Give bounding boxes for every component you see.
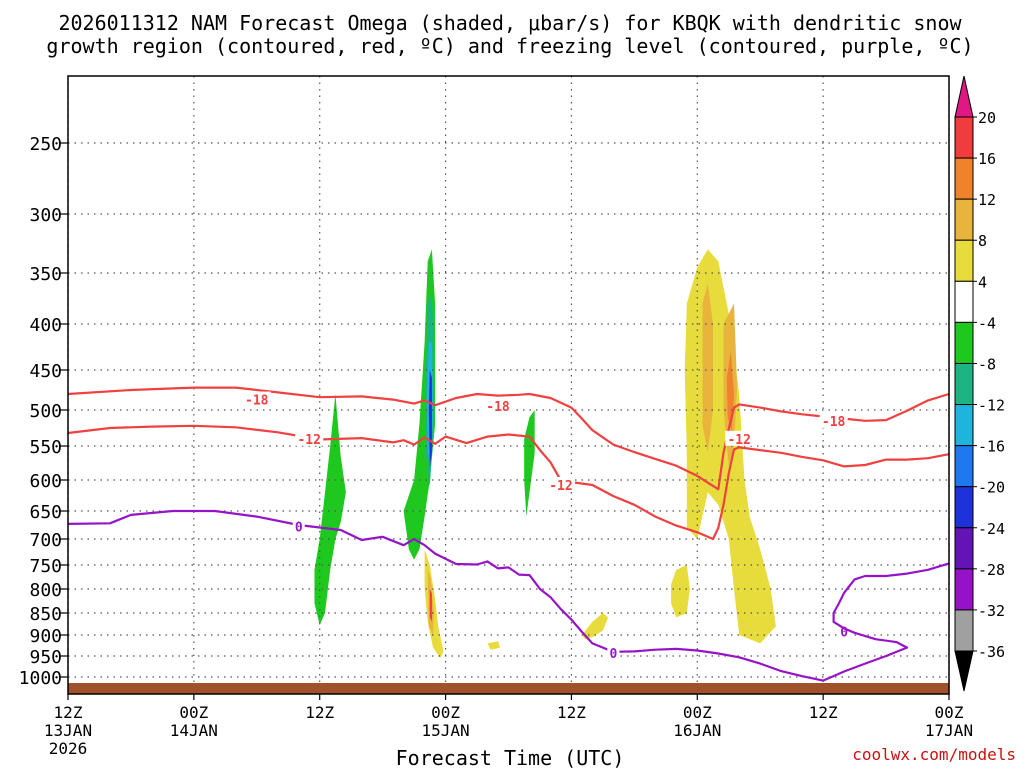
colorbar-bin	[954, 239, 974, 282]
colorbar-bin	[954, 280, 974, 323]
dgz-minus12-label-bg	[725, 430, 754, 446]
colorbar-legend: 20 16 12 8 4 -4 -8 -12 -16 -20 -24 -28 -32 -36	[954, 75, 1005, 692]
omega-blob	[671, 565, 690, 618]
temperature-contours: -18 -18 -18 -12 -12 -12 0 0 0	[67, 386, 950, 682]
y-tick-label: 950	[29, 647, 62, 668]
y-tick-label: 850	[29, 604, 62, 625]
omega-blob	[314, 394, 346, 626]
colorbar-label: -24	[978, 520, 1005, 538]
dgz-minus18-label-bg	[819, 412, 848, 428]
colorbar-label: -8	[978, 355, 996, 373]
colorbar-bin	[954, 157, 974, 200]
colorbar-label: 4	[978, 273, 987, 291]
x-tick-label: 13JAN	[44, 721, 92, 740]
colorbar-bin	[954, 362, 974, 406]
dgz-minus18-label-bg	[242, 391, 271, 407]
x-tick-label: 12Z	[54, 703, 83, 722]
x-tick-label: 17JAN	[925, 721, 973, 740]
x-tick-label: 00Z	[179, 703, 208, 722]
colorbar-label: -32	[978, 602, 1005, 620]
omega-shading	[314, 249, 776, 659]
x-tick-label: 00Z	[683, 703, 712, 722]
freezing-level-label-bg	[607, 645, 620, 661]
dgz-minus12-label: -12	[549, 479, 572, 494]
y-tick-label: 250	[29, 134, 62, 155]
colorbar-label: -20	[978, 479, 1005, 497]
colorbar-label: 16	[978, 150, 996, 168]
omega-blob	[487, 641, 501, 650]
dgz-minus18-label: -18	[245, 394, 269, 409]
colorbar-bottom-arrow	[954, 650, 974, 692]
colorbar-bin	[954, 609, 974, 652]
x-tick-label: 15JAN	[421, 721, 469, 740]
plot-frame	[67, 75, 950, 695]
y-tick-label: 800	[29, 580, 62, 601]
freezing-level-east-line	[822, 562, 950, 682]
colorbar-bin	[954, 321, 974, 364]
colorbar-bin	[954, 568, 974, 611]
colorbar-label: -4	[978, 314, 996, 332]
colorbar-bin	[954, 527, 974, 570]
y-tick-label: 500	[29, 401, 62, 422]
dgz-minus12-label: -12	[297, 433, 320, 448]
x-tick-label: 12Z	[557, 703, 586, 722]
x-tick-label: 00Z	[431, 703, 460, 722]
chart-title-line2: growth region (contoured, red, ºC) and f…	[46, 34, 973, 58]
colorbar-label: -16	[978, 438, 1005, 456]
dgz-minus18-label: -18	[822, 415, 846, 430]
x-tick-label: 2026	[49, 739, 88, 758]
x-tick-label: 00Z	[935, 703, 964, 722]
plot-background	[68, 76, 949, 694]
dgz-minus12-label-bg	[546, 476, 575, 492]
colorbar-bin	[954, 198, 974, 241]
y-tick-label: 750	[29, 556, 62, 577]
freezing-level-line	[67, 509, 824, 682]
colorbar-bin	[954, 486, 974, 529]
y-tick-label: 550	[29, 437, 62, 458]
credit-text: coolwx.com/models	[852, 745, 1016, 764]
dgz-minus18-label-bg	[484, 398, 513, 413]
colorbar-bin	[954, 445, 974, 488]
freezing-level-label: 0	[295, 521, 303, 536]
colorbar-label: -28	[978, 561, 1005, 579]
y-tick-label: 450	[29, 361, 62, 382]
y-tick-label: 650	[29, 502, 62, 523]
dgz-minus12-label: -12	[727, 433, 750, 448]
dgz-minus12-label-bg	[295, 430, 324, 446]
y-tick-label: 1000	[19, 668, 62, 689]
colorbar-label: 20	[978, 109, 996, 127]
y-tick-label: 600	[29, 471, 62, 492]
y-tick-label: 350	[29, 264, 62, 285]
x-tick-label: 14JAN	[170, 721, 218, 740]
y-axis: 2503003504004505005506006507007508008509…	[19, 134, 68, 689]
dgz-minus12-line	[67, 424, 950, 541]
chart-title-line1: 2026011312 NAM Forecast Omega (shaded, μ…	[58, 11, 962, 35]
omega-blob	[429, 589, 432, 622]
plot-area: -18 -18 -18 -12 -12 -12 0 0 0	[67, 75, 950, 695]
freezing-level-label: 0	[609, 647, 617, 662]
y-tick-label: 700	[29, 530, 62, 551]
colorbar-top-arrow	[954, 75, 974, 118]
colorbar-label: 8	[978, 232, 987, 250]
dgz-minus18-line	[67, 386, 950, 491]
x-tick-label: 16JAN	[673, 721, 721, 740]
y-tick-label: 400	[29, 315, 62, 336]
colorbar-label: 12	[978, 191, 996, 209]
terrain-ground	[68, 683, 949, 694]
x-tick-label: 12Z	[305, 703, 334, 722]
colorbar-label: -12	[978, 397, 1005, 415]
colorbar-bin	[954, 116, 974, 159]
colorbar-label: -36	[978, 643, 1005, 661]
x-tick-label: 12Z	[809, 703, 838, 722]
dgz-minus18-label: -18	[486, 400, 510, 415]
y-tick-label: 300	[29, 205, 62, 226]
x-axis-label: Forecast Time (UTC)	[396, 746, 625, 768]
omega-blob	[581, 613, 609, 640]
colorbar-bin	[954, 404, 974, 447]
freezing-level-label-bg	[292, 518, 305, 534]
freezing-level-label: 0	[840, 625, 848, 640]
y-tick-label: 900	[29, 626, 62, 647]
